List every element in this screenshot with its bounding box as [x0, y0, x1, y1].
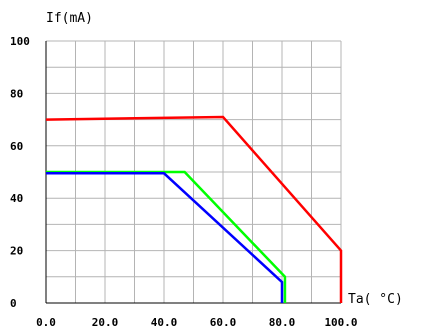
tick-labels: 0.0 20.0 40.0 60.0 80.0 100.0 0 20 40 60 80 100	[10, 35, 358, 327]
y-tick-label: 80	[10, 87, 23, 100]
y-tick-label: 60	[10, 140, 23, 153]
y-tick-label: 20	[10, 245, 23, 258]
y-tick-label: 40	[10, 192, 23, 205]
series-line-0	[45, 115, 343, 303]
x-tick-label: 60.0	[210, 316, 237, 327]
y-axis-label: If(mA)	[46, 11, 93, 26]
series-group	[45, 115, 343, 303]
x-tick-label: 20.0	[92, 316, 119, 327]
y-tick-label: 100	[10, 35, 30, 48]
x-tick-label: 40.0	[151, 316, 178, 327]
series-line-1	[46, 170, 287, 303]
x-tick-label: 100.0	[324, 316, 357, 327]
x-axis-label: Ta( °C)	[348, 292, 403, 307]
series-line-2	[46, 172, 284, 303]
x-tick-label: 0.0	[36, 316, 56, 327]
x-tick-label: 80.0	[269, 316, 296, 327]
y-tick-label: 0	[10, 297, 17, 310]
